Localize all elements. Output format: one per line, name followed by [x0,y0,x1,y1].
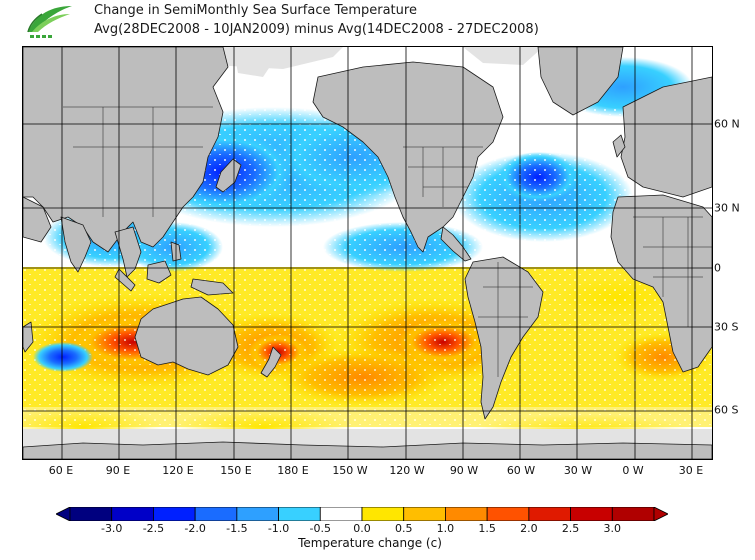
logo-leaf-icon [27,6,72,38]
colorbar-tick-label: 1.0 [436,522,455,535]
colorbar-tick-label: 0.0 [353,522,371,535]
colorbar-tick-label: 2.0 [520,522,538,535]
map-title: Change in SemiMonthly Sea Surface Temper… [94,3,417,18]
lon-label-60w: 60 W [506,464,536,477]
colorbar-segment [111,507,154,521]
lon-label-120w: 120 W [389,464,425,477]
lon-label-150e: 150 E [220,464,252,477]
colorbar-tick-label: 2.5 [561,522,580,535]
land-north-america [312,61,504,253]
colorbar-segment [403,507,446,521]
colorbar-tick-label: -3.0 [100,522,123,535]
colorbar-tick-label: -0.5 [309,522,332,535]
lon-label-30e: 30 E [678,464,704,477]
lon-label-90e: 90 E [105,464,131,477]
land-greenland [537,47,624,116]
lat-label-0: 0 [714,261,721,275]
colorbar-segment [278,507,321,521]
colorbar-tick-label: -1.5 [226,522,248,535]
lon-label-30w: 30 W [563,464,593,477]
colorbar-arrow-right [653,507,668,521]
lon-label-180e: 180 E [277,464,309,477]
colorbar-segment [69,507,113,521]
colorbar-segment [194,507,238,521]
land-new-zealand [260,346,282,378]
lat-label-30s: 30 S [714,320,739,334]
colorbar-segment [361,507,405,521]
colorbar-arrow-left [56,507,71,521]
lon-label-120e: 120 E [162,464,194,477]
colorbar-segment [611,507,655,521]
land-madagascar [23,321,34,353]
land-asia [23,47,229,253]
colorbar-tick-label: 1.5 [478,522,496,535]
land-africa [610,194,712,373]
colorbar-tick-label: -2.5 [142,522,165,535]
logo [20,2,76,42]
land-central-america [440,226,472,262]
colorbar [56,507,668,521]
colorbar-segment [319,507,363,521]
lat-label-30n: 30 N [714,201,740,215]
lon-label-150w: 150 W [332,464,368,477]
map-canvas [23,47,712,459]
sst-change-map [22,46,713,460]
lon-label-60e: 60 E [48,464,74,477]
lon-label-90w: 90 W [449,464,479,477]
colorbar-tick-label: 3.0 [603,522,622,535]
lat-label-60n: 60 N [714,117,740,131]
colorbar-segment [445,507,488,521]
colorbar-segment [236,507,279,521]
land-india [60,216,92,273]
land-new-guinea [190,278,234,296]
colorbar-tick-label: -1.0 [267,522,290,535]
colorbar-segment [528,507,571,521]
colorbar-title: Temperature change (c) [298,536,442,550]
colorbar-tick-label: -2.0 [184,522,206,535]
land-south-america [464,256,544,420]
lat-label-60s: 60 S [714,403,739,417]
graticule [23,47,712,459]
land-borneo [146,260,172,284]
lon-label-0w: 0 W [622,464,644,477]
map-subtitle: Avg(28DEC2008 - 10JAN2009) minus Avg(14D… [94,22,539,37]
warm-anomaly-layer [23,267,712,450]
land-japan [215,158,242,193]
colorbar-segment [486,507,530,521]
land-australia [134,296,239,376]
land-sumatra [114,268,136,292]
colorbar-tick-label: 0.5 [394,522,413,535]
land-layer [23,47,712,459]
colorbar-segment [570,507,613,521]
land-uk [612,134,626,158]
land-indochina [114,226,142,278]
colorbar-segment [153,507,196,521]
